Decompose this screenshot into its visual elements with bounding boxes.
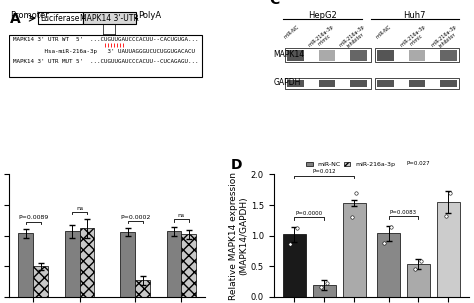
Text: MAPK14 3'-UTR: MAPK14 3'-UTR bbox=[80, 14, 138, 23]
Point bbox=[447, 190, 454, 195]
Text: Luciferase: Luciferase bbox=[41, 14, 80, 23]
Bar bbox=[166, 231, 182, 297]
Text: A: A bbox=[9, 12, 20, 25]
Point bbox=[348, 214, 356, 219]
Legend: miR-NC, miR-216a-3p: miR-NC, miR-216a-3p bbox=[304, 159, 398, 170]
Text: Promoter: Promoter bbox=[10, 11, 49, 20]
Bar bbox=[285, 78, 372, 89]
Bar bbox=[313, 285, 336, 297]
Point bbox=[411, 266, 419, 271]
Bar bbox=[377, 79, 394, 88]
Point bbox=[387, 225, 394, 229]
Text: miR-216a-3p
inhibitor: miR-216a-3p inhibitor bbox=[338, 24, 369, 52]
Text: MAPK14 3' UTR WT  5'  ...CUGUUGAUCCCACUU--CACUGUGA...: MAPK14 3' UTR WT 5' ...CUGUUGAUCCCACUU--… bbox=[13, 37, 199, 42]
Point bbox=[417, 258, 425, 263]
Bar bbox=[350, 79, 366, 88]
Text: C: C bbox=[270, 0, 280, 7]
Bar bbox=[409, 50, 425, 61]
Text: ns: ns bbox=[178, 213, 185, 218]
Bar bbox=[377, 233, 401, 297]
Bar bbox=[350, 50, 366, 61]
Bar bbox=[120, 232, 135, 297]
Point bbox=[293, 226, 301, 231]
Bar bbox=[285, 48, 372, 62]
Bar bbox=[407, 264, 430, 297]
Bar bbox=[135, 280, 150, 297]
Bar bbox=[440, 79, 456, 88]
Text: Hsa-miR-216a-3p   3' UAUUAGGGUCUCUGGUGACACU: Hsa-miR-216a-3p 3' UAUUAGGGUCUCUGGUGACAC… bbox=[13, 49, 195, 54]
Point bbox=[286, 241, 294, 246]
Point bbox=[352, 191, 360, 196]
Bar bbox=[375, 48, 459, 62]
Bar bbox=[287, 50, 304, 61]
Bar bbox=[343, 203, 366, 297]
Point bbox=[442, 214, 450, 219]
Text: MAPK14: MAPK14 bbox=[273, 50, 305, 59]
Point bbox=[317, 284, 325, 289]
Text: miR-NC: miR-NC bbox=[283, 24, 300, 39]
Text: miR-216a-3p
mimic: miR-216a-3p mimic bbox=[307, 24, 338, 52]
Text: miR-216a-3p
inhibitor: miR-216a-3p inhibitor bbox=[430, 24, 461, 52]
Text: P=0.012: P=0.012 bbox=[312, 169, 336, 175]
Text: GAPDH: GAPDH bbox=[273, 78, 301, 87]
Text: Huh7: Huh7 bbox=[403, 11, 426, 20]
Text: D: D bbox=[230, 158, 242, 172]
Text: P=0.0002: P=0.0002 bbox=[120, 215, 150, 220]
Text: MAPK14 3' UTR MUT 5'  ...CUGUUGAUCCCACUU--CUCAGAGU...: MAPK14 3' UTR MUT 5' ...CUGUUGAUCCCACUU-… bbox=[13, 59, 199, 64]
Text: HepG2: HepG2 bbox=[308, 11, 337, 20]
Text: P=0.0083: P=0.0083 bbox=[390, 210, 417, 215]
FancyBboxPatch shape bbox=[83, 12, 136, 25]
Bar bbox=[287, 79, 304, 88]
Text: miR-216a-3p
mimic: miR-216a-3p mimic bbox=[399, 24, 430, 52]
Point bbox=[323, 281, 331, 286]
FancyBboxPatch shape bbox=[9, 35, 202, 77]
Text: P=0.0089: P=0.0089 bbox=[18, 215, 48, 220]
Bar bbox=[64, 231, 80, 297]
Text: P=0.0000: P=0.0000 bbox=[296, 211, 323, 216]
Text: miR-NC: miR-NC bbox=[374, 24, 392, 39]
Bar bbox=[440, 50, 456, 61]
Bar bbox=[18, 233, 33, 297]
Bar bbox=[409, 79, 425, 88]
Bar bbox=[33, 266, 48, 297]
Text: PolyA: PolyA bbox=[138, 11, 162, 20]
Bar bbox=[182, 235, 196, 297]
Bar bbox=[375, 78, 459, 89]
Y-axis label: Relative MAPK14 expression
(MAPK14/GAPDH): Relative MAPK14 expression (MAPK14/GAPDH… bbox=[228, 172, 248, 300]
Point bbox=[381, 240, 388, 245]
Bar bbox=[437, 202, 460, 297]
Text: P=0.027: P=0.027 bbox=[407, 161, 430, 166]
Bar bbox=[80, 228, 94, 297]
Bar bbox=[377, 50, 394, 61]
Bar bbox=[319, 50, 335, 61]
FancyBboxPatch shape bbox=[38, 12, 83, 25]
Bar bbox=[319, 79, 335, 88]
Text: ns: ns bbox=[76, 205, 83, 211]
Bar bbox=[283, 235, 306, 297]
